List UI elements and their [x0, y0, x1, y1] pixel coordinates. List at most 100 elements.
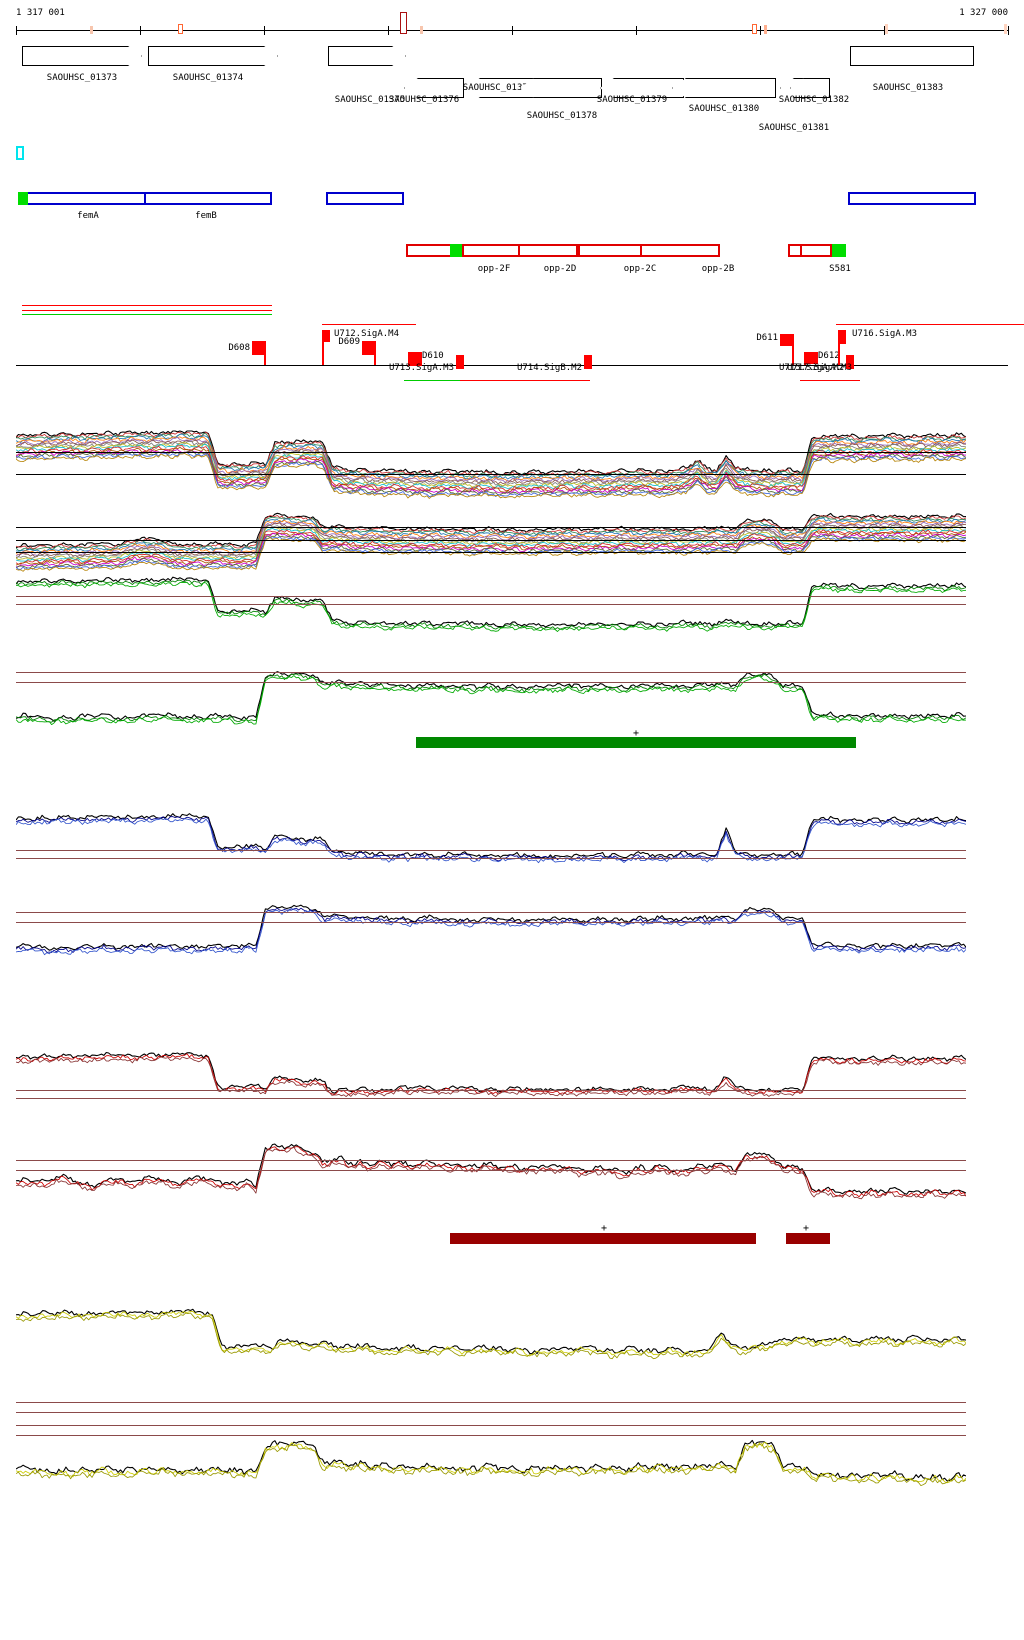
- threshold-line-0: [16, 850, 966, 851]
- variant-mark-0[interactable]: [90, 26, 93, 34]
- coordinate-start: 1 317 001: [16, 8, 65, 18]
- red-feature-box-2[interactable]: [518, 244, 578, 257]
- gene-label: SAOUHSC_01379: [596, 95, 668, 105]
- tss-marker-U713.SigA.M3[interactable]: [456, 355, 464, 369]
- gene-SAOUHSC_01382[interactable]: [790, 78, 830, 98]
- red-feature-label: S581: [829, 264, 851, 274]
- threshold-line-0: [16, 912, 966, 913]
- variant-mark-4[interactable]: [752, 24, 757, 34]
- trace-canvas: [16, 813, 966, 864]
- tss-stem: [462, 355, 464, 365]
- gene-SAOUHSC_01375[interactable]: [328, 46, 406, 66]
- tss-label: U714.SigB.M2: [516, 363, 582, 373]
- tss-label: U716.SigA.M3: [852, 329, 918, 339]
- gene-SAOUHSC_01383[interactable]: [850, 46, 974, 66]
- blue-replicate-track-bottom[interactable]: [16, 890, 966, 970]
- gene-label: SAOUHSC_01373: [46, 73, 118, 83]
- transcript-line-top-2: [22, 314, 272, 315]
- tss-label: U715.SigA.M2: [778, 363, 844, 373]
- tss-stem: [322, 330, 324, 365]
- red-replicate-track-top[interactable]: [16, 1040, 966, 1118]
- ruler-tick-5: [636, 26, 637, 35]
- gene-SAOUHSC_01376[interactable]: [404, 78, 464, 98]
- variant-mark-2[interactable]: [400, 12, 407, 34]
- significance-bar-1[interactable]: [450, 1233, 756, 1244]
- red-feature-box-4[interactable]: [640, 244, 720, 257]
- ruler-tick-1: [140, 26, 141, 35]
- threshold-line-0: [16, 1090, 966, 1091]
- multi-sample-expression-bottom[interactable]: [16, 512, 966, 574]
- red-feature-label: opp-2B: [701, 264, 735, 274]
- ruler-tick-7: [884, 26, 885, 35]
- blue-replicate-track-top[interactable]: [16, 800, 966, 878]
- gene-SAOUHSC_01373[interactable]: [22, 46, 142, 66]
- coordinate-end: 1 327 000: [959, 8, 1008, 18]
- gene-label: SAOUHSC_01378: [526, 111, 598, 121]
- tss-marker-U716.SigA.M3[interactable]: [838, 330, 846, 344]
- ruler-tick-0: [16, 26, 17, 35]
- gene-arrow-icon: [850, 46, 974, 66]
- tss-marker-D610[interactable]: [408, 352, 422, 366]
- tss-marker-D612[interactable]: [804, 352, 818, 364]
- variant-mark-7[interactable]: [1004, 24, 1007, 34]
- yellow-replicate-track-bottom[interactable]: [16, 1400, 966, 1510]
- tss-label: D609: [338, 337, 360, 347]
- gene-label: SAOUHSC_01383: [872, 83, 944, 93]
- variant-mark-5[interactable]: [764, 25, 767, 34]
- yellow-replicate-track-top[interactable]: [16, 1300, 966, 1390]
- significance-plus-label: +: [632, 728, 640, 739]
- tss-marker-D609[interactable]: [362, 341, 376, 355]
- blue-feature-box-2[interactable]: [326, 192, 404, 205]
- baseline-line-1: [16, 540, 966, 541]
- blue-feature-box-1[interactable]: [144, 192, 272, 205]
- gene-arrow-icon: [672, 78, 776, 98]
- transcript-line-top-0: [22, 305, 272, 306]
- threshold-line-1: [16, 604, 966, 605]
- genome-ruler-track[interactable]: 1 317 001 1 327 000: [0, 0, 1024, 42]
- trace-canvas: [16, 1439, 966, 1487]
- variant-mark-3[interactable]: [420, 26, 423, 34]
- gene-SAOUHSC_01374[interactable]: [148, 46, 278, 66]
- red-feature-box-6[interactable]: [800, 244, 832, 257]
- variant-mark-6[interactable]: [885, 24, 888, 34]
- ruler-tick-3: [388, 26, 389, 35]
- significance-bar-2[interactable]: [786, 1233, 830, 1244]
- red-replicate-track-bottom[interactable]: [16, 1130, 966, 1220]
- green-replicate-track-bottom[interactable]: [16, 660, 966, 740]
- significance-plus-label: +: [600, 1223, 608, 1234]
- tss-stem: [374, 341, 376, 365]
- red-feature-label: opp-2D: [543, 264, 577, 274]
- cyan-marker-box[interactable]: [16, 146, 24, 160]
- blue-feature-label: femB: [195, 211, 217, 221]
- multi-sample-expression-top[interactable]: [16, 430, 966, 500]
- tss-marker-U712.SigA.M4[interactable]: [322, 330, 330, 342]
- threshold-line-1: [16, 682, 966, 683]
- tss-marker-U717.SigA.M3[interactable]: [846, 355, 854, 369]
- threshold-line-1: [16, 1098, 966, 1099]
- transcript-line-bottom-2: [800, 380, 860, 381]
- gene-annotation-track[interactable]: SAOUHSC_01373 SAOUHSC_01374 SAOUHSC_01375 S…: [0, 42, 1024, 137]
- trace-canvas: [16, 430, 966, 499]
- gene-SAOUHSC_01380[interactable]: [672, 78, 776, 98]
- tss-marker-U714.SigB.M2[interactable]: [584, 355, 592, 369]
- srna-tss-track[interactable]: D608 D609 U712.SigA.M4 D610 U713.SigA.M3 U714…: [0, 0, 1024, 400]
- tss-marker-D611[interactable]: [780, 334, 794, 346]
- tss-stem: [264, 341, 266, 365]
- tss-stem: [838, 330, 840, 365]
- gene-label: SAOUHSC_01375: [334, 95, 406, 105]
- transcript-line-bottom-0: [404, 380, 460, 381]
- tss-stem: [408, 352, 410, 365]
- trace-canvas: [16, 576, 966, 632]
- variant-mark-1[interactable]: [178, 24, 183, 34]
- tss-marker-D608[interactable]: [252, 341, 266, 355]
- threshold-line-1: [16, 1412, 966, 1413]
- tss-label: U717.SigA.M3: [786, 363, 852, 373]
- significance-plus-label: +: [802, 1223, 810, 1234]
- blue-feature-label: femA: [77, 211, 99, 221]
- significance-bar-0[interactable]: [416, 737, 856, 748]
- transcript-line-top-4: [836, 324, 1024, 325]
- blue-feature-box-3[interactable]: [848, 192, 976, 205]
- operon-feature-track[interactable]: femA femB opp-2F opp-2D opp-2C opp-2B S581: [0, 0, 1024, 280]
- green-replicate-track-top[interactable]: [16, 572, 966, 644]
- gene-arrow-icon: [790, 78, 830, 98]
